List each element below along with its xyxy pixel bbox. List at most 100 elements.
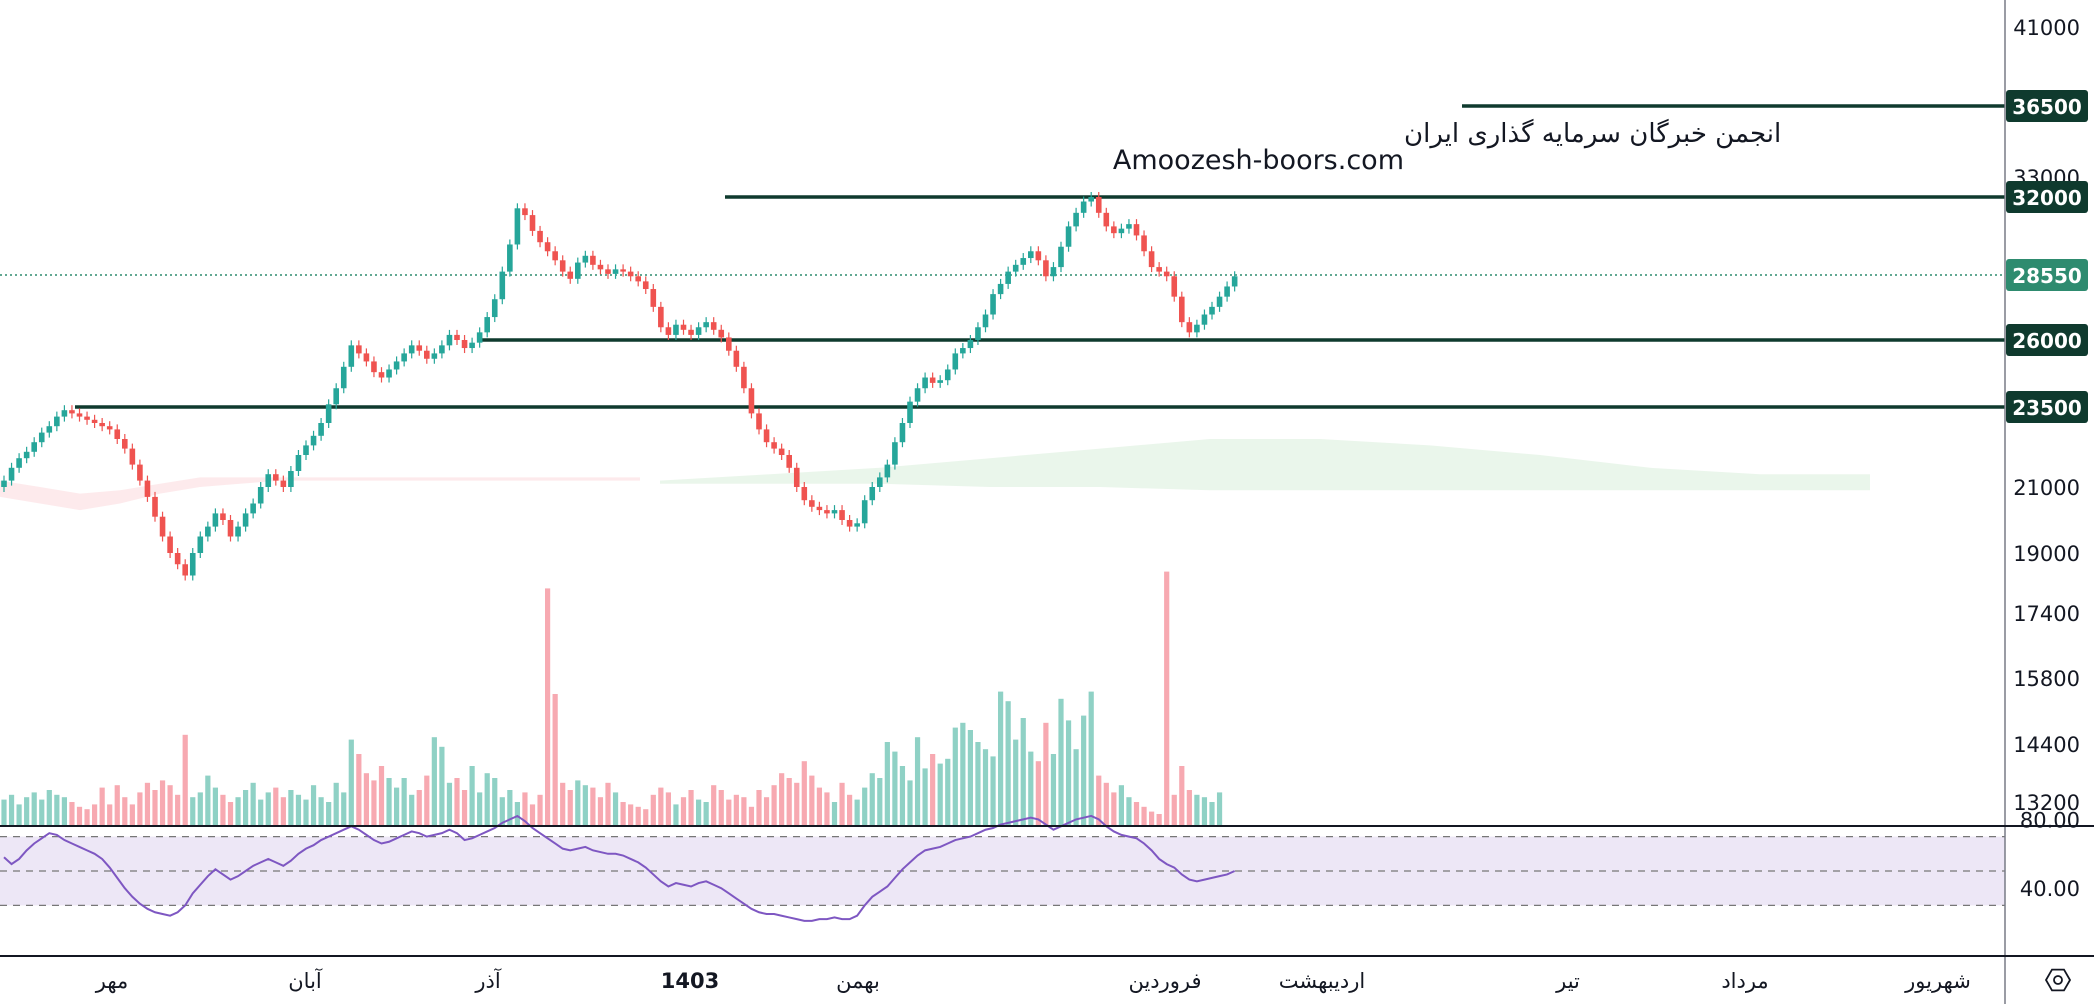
candle	[537, 230, 543, 243]
candle	[620, 269, 626, 272]
candle	[756, 413, 762, 430]
level-badge-bg	[2006, 391, 2088, 423]
volume-bar	[982, 749, 989, 826]
candle	[1028, 251, 1034, 259]
volume-bar	[235, 797, 241, 826]
candle	[552, 251, 558, 261]
candle	[507, 244, 513, 272]
candle	[446, 334, 453, 346]
candle	[658, 306, 664, 328]
last-price-badge-bg	[2006, 259, 2088, 291]
volume-bar	[1013, 739, 1019, 826]
volume-bar	[333, 782, 339, 826]
volume-bar	[537, 794, 543, 826]
candle	[559, 260, 566, 272]
price-axis[interactable]: 4100033000210001900017400158001440013200…	[2013, 16, 2080, 901]
candle	[612, 269, 619, 274]
volume-bar	[665, 792, 671, 826]
volume-bar	[484, 773, 490, 826]
volume-bar	[61, 797, 67, 826]
volume-bar	[748, 806, 755, 826]
volume-bar	[771, 785, 777, 826]
volume-bar	[582, 785, 588, 826]
level-badge-bg	[2006, 90, 2088, 122]
level-badge-bg	[2006, 181, 2088, 213]
candle	[1088, 197, 1094, 202]
candle	[356, 345, 362, 354]
volume-bar	[847, 794, 853, 826]
volume-bar	[1186, 790, 1192, 826]
volume-bar	[416, 790, 422, 826]
candle	[1216, 296, 1223, 307]
volume-bar	[303, 799, 309, 826]
candle	[914, 388, 921, 402]
candle	[907, 401, 913, 423]
candle	[212, 513, 219, 527]
candle	[69, 410, 75, 414]
volume-bar	[1133, 802, 1140, 826]
candle	[884, 464, 891, 478]
volume-bar	[1058, 698, 1064, 826]
volume-bar	[816, 787, 822, 826]
volume-bar	[454, 778, 460, 826]
volume-bar	[552, 694, 558, 826]
candle	[997, 283, 1004, 295]
candle	[1058, 246, 1064, 268]
volume-bar	[990, 756, 996, 826]
candle	[1035, 251, 1042, 261]
candle	[99, 423, 105, 427]
volume-bar	[159, 780, 166, 826]
candle	[1043, 260, 1049, 277]
hexagon-shape	[2044, 968, 2072, 992]
candle	[8, 467, 15, 481]
candle	[378, 372, 385, 378]
hexagon-settings-icon[interactable]	[2044, 968, 2072, 992]
volume-bar	[39, 799, 45, 826]
volume-bar	[1088, 691, 1094, 826]
candle	[393, 361, 400, 370]
volume-bar	[899, 766, 906, 826]
candle	[1073, 212, 1079, 227]
time-label: شهریور	[1904, 969, 1971, 993]
volume-bar	[1096, 775, 1102, 826]
volume-bar	[809, 775, 815, 826]
volume-bar	[137, 792, 143, 826]
volume-bar	[76, 806, 83, 826]
volume-bar	[907, 780, 913, 826]
time-label: آبان	[288, 968, 323, 993]
candle	[892, 442, 898, 465]
volume-bar	[680, 797, 687, 826]
volume-bar	[628, 804, 634, 826]
volume-bar	[507, 790, 513, 826]
candle	[280, 480, 287, 487]
candle	[159, 516, 166, 537]
volume-bar	[779, 773, 785, 826]
volume-bar	[612, 792, 619, 826]
volume-bar	[492, 778, 498, 826]
volume-bar	[711, 785, 717, 826]
volume-bar	[718, 790, 724, 826]
volume-bar	[741, 797, 747, 826]
time-axis[interactable]: مهر آبان آذر 1403 بهمن فروردین اردیبهشت تیر مردا…	[95, 968, 1971, 993]
candle	[642, 281, 649, 290]
price-tick-label: 21000	[2013, 476, 2080, 500]
candle	[748, 388, 755, 414]
volume-bar	[862, 787, 868, 826]
volume-bar	[696, 799, 702, 826]
volume-bar	[363, 773, 369, 826]
volume-bar	[152, 790, 158, 826]
volume-bar	[1164, 571, 1170, 826]
price-tick-label: 14400	[2013, 733, 2080, 757]
candle	[363, 353, 370, 362]
candle	[846, 520, 853, 527]
time-label: فروردین	[1128, 969, 1201, 993]
candle	[944, 369, 951, 381]
candle	[235, 526, 241, 537]
candle	[1148, 251, 1155, 268]
volume-bar	[763, 797, 770, 826]
volume-bar	[967, 730, 973, 826]
candle	[167, 536, 173, 553]
candle	[1095, 197, 1102, 213]
